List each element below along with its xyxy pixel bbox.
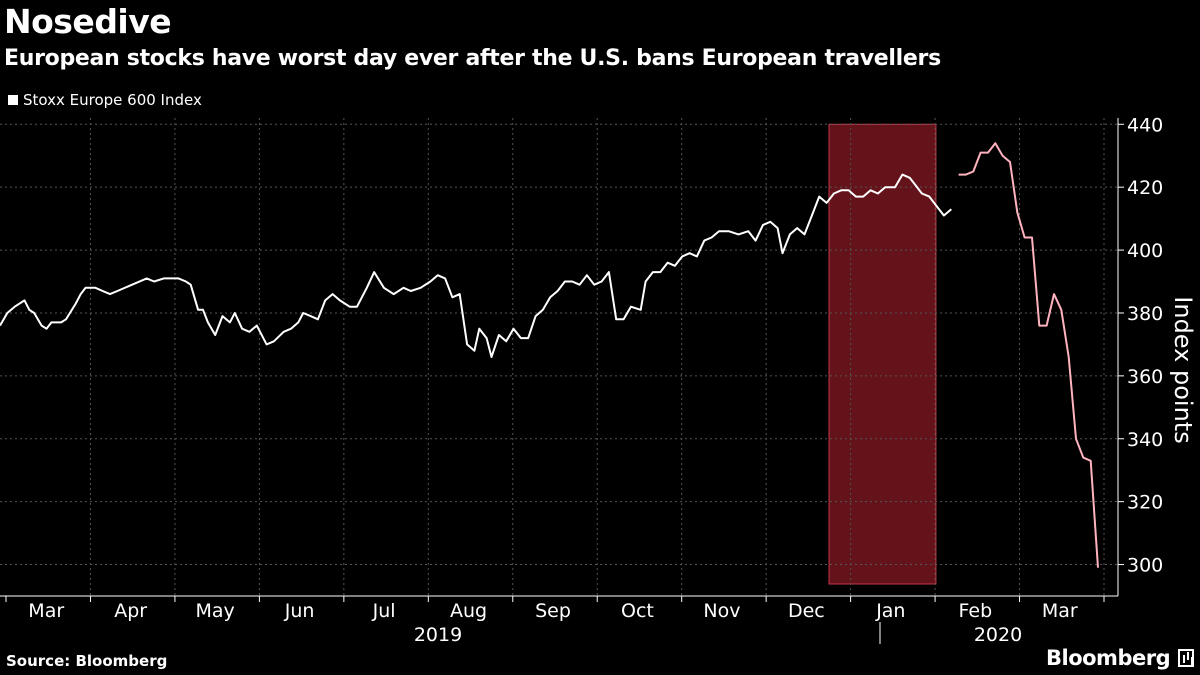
y-axis-title: Index points	[1169, 296, 1197, 443]
legend-label: Stoxx Europe 600 Index	[23, 91, 202, 109]
brand-text: Bloomberg	[1046, 646, 1171, 670]
highlight-band	[828, 123, 937, 585]
legend-swatch	[8, 95, 18, 105]
x-tick-label: Mar	[1042, 600, 1078, 622]
y-tick-label: 400	[1127, 240, 1163, 262]
x-tick-label: Jun	[284, 600, 315, 622]
y-tick-label: 340	[1127, 429, 1163, 451]
bloomberg-logo: Bloomberg	[1046, 646, 1195, 670]
year-label-2019: 2019	[414, 624, 462, 646]
series-line-highlighted	[958, 142, 1099, 568]
x-tick-label: Oct	[621, 600, 654, 622]
terminal-icon	[1178, 649, 1195, 667]
x-tick-label: Nov	[703, 600, 740, 622]
chart-title: Nosedive	[4, 2, 172, 41]
series-line	[0, 173, 952, 358]
x-tick-label: Jul	[372, 600, 396, 622]
x-tick-label: May	[196, 600, 235, 622]
legend: Stoxx Europe 600 Index	[8, 91, 202, 109]
x-tick-label: Sep	[535, 600, 571, 622]
y-tick-label: 420	[1127, 177, 1163, 199]
x-tick-label: Feb	[958, 600, 992, 622]
source-note: Source: Bloomberg	[6, 652, 168, 670]
y-tick-label: 360	[1127, 366, 1163, 388]
y-tick-label: 300	[1127, 555, 1163, 577]
y-tick-label: 320	[1127, 492, 1163, 514]
x-tick-label: Jan	[875, 600, 905, 622]
y-tick-label: 440	[1127, 114, 1163, 136]
x-tick-label: Dec	[788, 600, 825, 622]
year-label-2020: 2020	[974, 624, 1022, 646]
y-tick-label: 380	[1127, 303, 1163, 325]
x-tick-label: Apr	[114, 600, 147, 622]
x-tick-label: Aug	[450, 600, 487, 622]
chart-subtitle: European stocks have worst day ever afte…	[4, 46, 941, 71]
x-tick-label: Mar	[28, 600, 64, 622]
